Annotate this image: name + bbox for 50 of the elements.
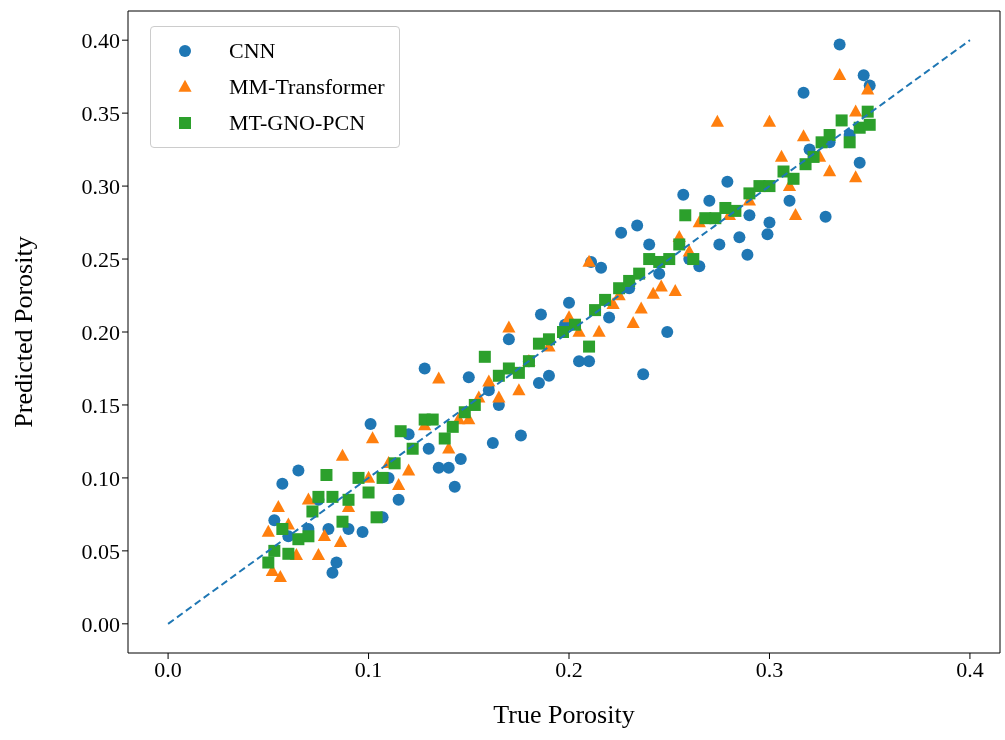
point [796,129,811,142]
y-tick-label: 0.05 [81,538,120,564]
point [592,324,606,337]
y-tick-label: 0.25 [81,246,120,272]
x-tick-label: 0.4 [956,656,984,682]
y-tick-label: 0.10 [81,465,120,491]
y-tick-label: 0.15 [81,392,120,418]
legend-label: CNN [229,38,276,64]
point [762,114,777,127]
legend-label: MT-GNO-PCN [229,110,366,136]
point [668,283,682,296]
x-tick-label: 0.2 [555,656,583,682]
y-tick-label: 0.00 [81,611,120,637]
point [646,286,660,299]
point [271,499,285,512]
y-axis-title: Predicted Porosity [9,236,39,428]
y-tick-label: 0.40 [81,27,120,53]
point [482,374,496,387]
point [335,448,350,461]
point [849,170,863,183]
y-tick-label: 0.20 [81,319,120,345]
x-tick-label: 0.3 [755,656,784,682]
x-tick-label: 0.1 [354,656,383,682]
point [710,114,724,127]
point [502,320,516,333]
point [492,390,506,403]
point [512,383,526,396]
legend-label: MM-Transformer [229,74,385,100]
x-tick-label: 0.0 [154,656,182,682]
point [301,492,316,505]
y-tick-label: 0.30 [81,173,120,199]
point [402,463,416,476]
point [273,569,287,582]
point [823,164,837,177]
point [654,279,668,292]
y-tick-label: 0.35 [81,100,120,126]
point [317,529,332,542]
point [626,316,640,329]
point [333,534,348,547]
point [261,524,275,537]
point [788,208,803,221]
point [392,478,406,490]
point [432,371,446,384]
point [311,548,326,561]
x-axis-title: True Porosity [493,700,635,729]
point [833,68,847,80]
point [634,301,648,314]
point [849,104,863,117]
point [365,431,380,444]
point [774,149,789,162]
